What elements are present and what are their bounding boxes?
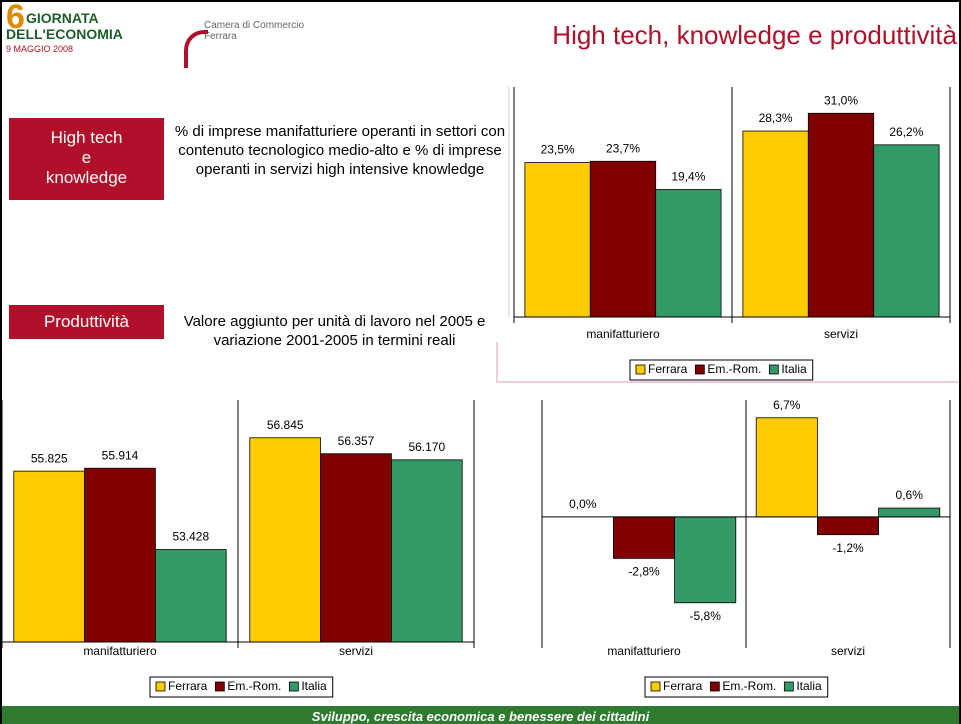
- data-label: 0,0%: [569, 497, 597, 511]
- x-tick-label: servizi: [824, 327, 858, 341]
- label-line: e: [81, 148, 92, 167]
- legend-swatch: [709, 681, 720, 692]
- legend-label: Italia: [301, 679, 327, 693]
- legend-label: Em.-Rom.: [722, 679, 776, 693]
- legend-label: Em.-Rom.: [227, 679, 281, 693]
- legend-label: Ferrara: [168, 679, 208, 693]
- data-label: 53.428: [172, 530, 209, 544]
- legend-box: [644, 676, 829, 698]
- label-line: Produttività: [43, 312, 130, 331]
- org-line: Ferrara: [204, 31, 237, 42]
- legend-label: Italia: [796, 679, 822, 693]
- legend-label: Ferrara: [648, 362, 688, 376]
- data-label: -1,2%: [832, 541, 864, 555]
- x-tick-label: servizi: [831, 644, 865, 658]
- data-label: -5,8%: [690, 609, 722, 623]
- legend-label: Italia: [781, 362, 807, 376]
- legend-swatch: [288, 681, 299, 692]
- bar: [873, 144, 940, 318]
- org: Camera di Commercio Ferrara: [204, 20, 304, 42]
- legend-swatch: [155, 681, 166, 692]
- x-tick-label: manifatturiero: [586, 327, 660, 341]
- legend-swatch: [214, 681, 225, 692]
- bar: [674, 516, 737, 604]
- bar: [755, 417, 818, 518]
- data-label: 23,5%: [541, 143, 575, 157]
- data-label: 31,0%: [824, 93, 858, 107]
- bar: [817, 516, 880, 536]
- label-line: knowledge: [45, 168, 128, 187]
- data-label: 56.170: [408, 440, 445, 454]
- legend: Ferrara Em.-Rom. Italia: [149, 676, 334, 698]
- bar: [613, 516, 676, 559]
- legend-swatch: [650, 681, 661, 692]
- bar: [807, 112, 875, 318]
- bar: [249, 437, 322, 643]
- logo-date: 9 MAGGIO 2008: [6, 44, 74, 54]
- section-description: Valore aggiunto per unità di lavoro nel …: [183, 313, 486, 349]
- bar: [13, 470, 86, 643]
- legend-swatch: [783, 681, 794, 692]
- bar: [154, 549, 227, 643]
- x-tick-label: servizi: [339, 644, 373, 658]
- label-line: High tech: [50, 128, 123, 147]
- legend: Ferrara Em.-Rom. Italia: [644, 676, 829, 698]
- data-label: 26,2%: [889, 125, 923, 139]
- footer: Sviluppo, crescita economica e benessere…: [2, 706, 959, 724]
- bar: [589, 160, 657, 318]
- legend-label: Ferrara: [663, 679, 703, 693]
- bar: [320, 453, 392, 643]
- bar: [390, 459, 463, 643]
- data-label: 19,4%: [671, 170, 705, 184]
- logo-text: GIORNATA: [26, 10, 99, 26]
- data-label: 0,6%: [896, 488, 924, 502]
- frame-line: [496, 342, 959, 383]
- data-label: 55.825: [31, 451, 68, 465]
- logo-text: DELL'ECONOMIA: [6, 26, 123, 42]
- legend-swatch: [635, 364, 646, 375]
- bar: [524, 162, 591, 318]
- bar: [655, 189, 722, 318]
- slide-title: High tech, knowledge e produttività: [552, 20, 957, 50]
- logo-number: 6: [6, 0, 25, 36]
- bar: [742, 130, 809, 318]
- data-label: 56.357: [338, 434, 375, 448]
- bar: [84, 467, 156, 643]
- legend-swatch: [768, 364, 779, 375]
- section-label: Produttività: [9, 305, 164, 339]
- section-description: % di imprese manifatturiere operanti in …: [174, 123, 506, 178]
- data-label: 23,7%: [606, 141, 640, 155]
- data-label: -2,8%: [628, 565, 660, 579]
- data-label: 6,7%: [773, 398, 801, 412]
- data-label: 56.845: [267, 418, 304, 432]
- legend-box: [149, 676, 334, 698]
- legend-swatch: [694, 364, 705, 375]
- x-tick-label: manifatturiero: [607, 644, 681, 658]
- legend-box: [629, 359, 814, 381]
- data-label: 28,3%: [759, 111, 793, 125]
- section-label: High tech e knowledge: [9, 118, 164, 200]
- bar: [878, 507, 941, 518]
- data-label: 55.914: [102, 448, 139, 462]
- org-line: Camera di Commercio: [204, 20, 305, 31]
- x-tick-label: manifatturiero: [83, 644, 157, 658]
- legend: Ferrara Em.-Rom. Italia: [629, 359, 814, 381]
- logo: 6 GIORNATA DELL'ECONOMIA 9 MAGGIO 2008: [4, 2, 144, 74]
- org-arc: [184, 30, 208, 68]
- legend-label: Em.-Rom.: [707, 362, 761, 376]
